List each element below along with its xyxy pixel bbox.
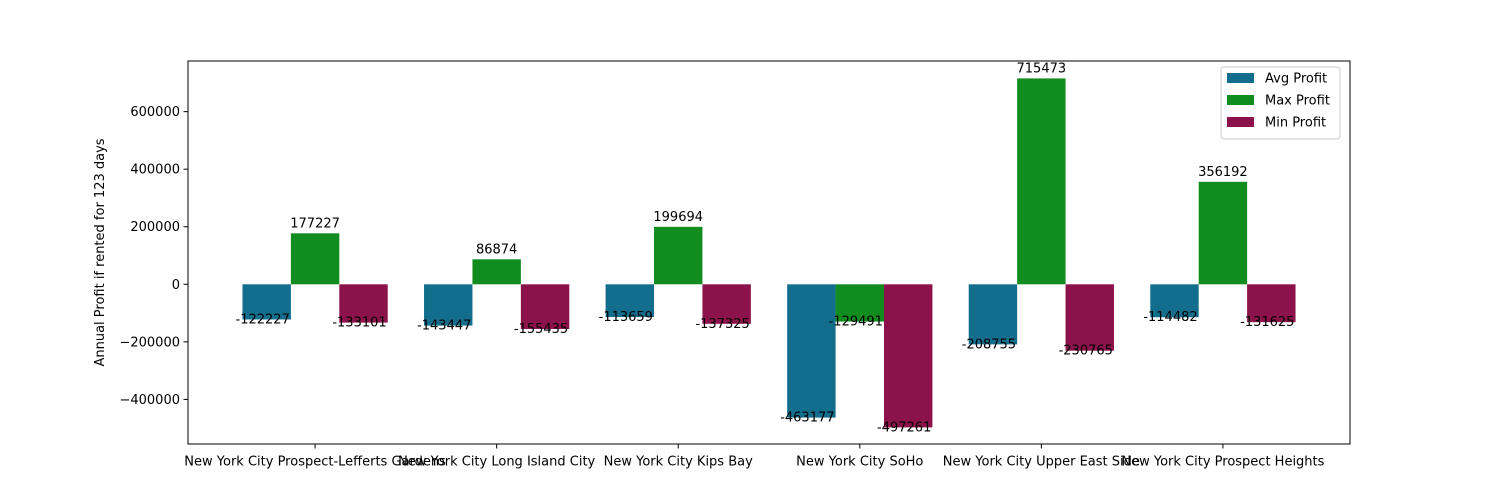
bar-min-profit-1 bbox=[520, 284, 570, 330]
bar-min-profit-4 bbox=[1065, 284, 1114, 351]
data-label-avg-profit-1: -143447 bbox=[417, 319, 471, 334]
x-tick-label: New York City Long Island City bbox=[398, 455, 595, 470]
legend: Avg Profit Max Profit Min Profit bbox=[1220, 66, 1341, 140]
data-label-min-profit-3: -497261 bbox=[877, 420, 931, 435]
data-label-min-profit-4: -230765 bbox=[1059, 344, 1113, 359]
legend-swatch-avg-profit bbox=[1227, 73, 1254, 83]
data-label-avg-profit-0: -122227 bbox=[236, 312, 290, 327]
data-label-max-profit-3: -129491 bbox=[829, 315, 883, 330]
bar-max-profit-5 bbox=[1198, 181, 1248, 285]
x-tick-label: New York City SoHo bbox=[796, 455, 923, 470]
x-tick-label: New York City Prospect-Lefferts Gardens bbox=[184, 455, 446, 470]
data-label-max-profit-2: 199694 bbox=[653, 210, 703, 225]
y-tick-label: 400000 bbox=[130, 163, 180, 178]
bar-max-profit-1 bbox=[472, 259, 521, 285]
bar-max-profit-2 bbox=[654, 226, 703, 285]
data-label-max-profit-5: 356192 bbox=[1198, 165, 1248, 180]
bar-min-profit-0 bbox=[339, 284, 388, 323]
data-label-min-profit-5: -131625 bbox=[1240, 315, 1294, 330]
plot-frame bbox=[187, 60, 1351, 445]
data-label-avg-profit-5: -114482 bbox=[1143, 310, 1197, 325]
y-axis-title: Annual Profit if rented for 123 days bbox=[93, 138, 108, 366]
bar-max-profit-4 bbox=[1017, 78, 1066, 285]
legend-label-avg-profit: Avg Profit bbox=[1265, 72, 1327, 87]
data-label-min-profit-0: -133101 bbox=[332, 316, 386, 331]
axes-layer: −400000 −200000 0 200000 400000 600000 New Yor… bbox=[93, 60, 1351, 470]
x-tick-label: New York City Upper East Side bbox=[943, 455, 1140, 470]
legend-swatch-min-profit bbox=[1227, 117, 1254, 127]
data-label-min-profit-2: -137325 bbox=[695, 317, 749, 332]
bar-min-profit-5 bbox=[1247, 284, 1296, 323]
bar-avg-profit-4 bbox=[968, 284, 1018, 345]
data-label-max-profit-4: 715473 bbox=[1017, 61, 1067, 76]
data-label-avg-profit-4: -208755 bbox=[962, 337, 1016, 352]
bar-min-profit-2 bbox=[702, 284, 751, 324]
legend-label-max-profit: Max Profit bbox=[1265, 94, 1330, 109]
bar-max-profit-0 bbox=[290, 233, 340, 285]
data-label-avg-profit-3: -463177 bbox=[780, 411, 834, 426]
y-tick-label: 600000 bbox=[130, 105, 180, 120]
data-label-min-profit-1: -155435 bbox=[514, 322, 568, 337]
bar-max-profit-3 bbox=[835, 284, 884, 322]
bar-avg-profit-2 bbox=[605, 284, 655, 318]
y-tick-label: 200000 bbox=[130, 220, 180, 235]
data-label-max-profit-0: 177227 bbox=[290, 216, 340, 231]
bar-avg-profit-3 bbox=[787, 284, 836, 418]
data-labels-layer: -122227 177227 -133101 -143447 86874 -155435 -… bbox=[236, 61, 1295, 435]
y-tick-label: −400000 bbox=[119, 393, 180, 408]
x-tick-label: New York City Kips Bay bbox=[604, 455, 753, 470]
y-tick-label: −200000 bbox=[119, 335, 180, 350]
y-tick-label: 0 bbox=[172, 278, 180, 293]
legend-label-min-profit: Min Profit bbox=[1265, 116, 1326, 131]
data-label-max-profit-1: 86874 bbox=[476, 242, 517, 257]
bar-avg-profit-5 bbox=[1150, 284, 1199, 318]
x-tick-label: New York City Prospect Heights bbox=[1121, 455, 1324, 470]
bar-min-profit-3 bbox=[883, 284, 933, 428]
bar-avg-profit-1 bbox=[424, 284, 473, 326]
legend-swatch-max-profit bbox=[1227, 95, 1254, 105]
bar-avg-profit-0 bbox=[242, 284, 291, 320]
bars-layer bbox=[242, 78, 1296, 428]
data-label-avg-profit-2: -113659 bbox=[599, 310, 653, 325]
